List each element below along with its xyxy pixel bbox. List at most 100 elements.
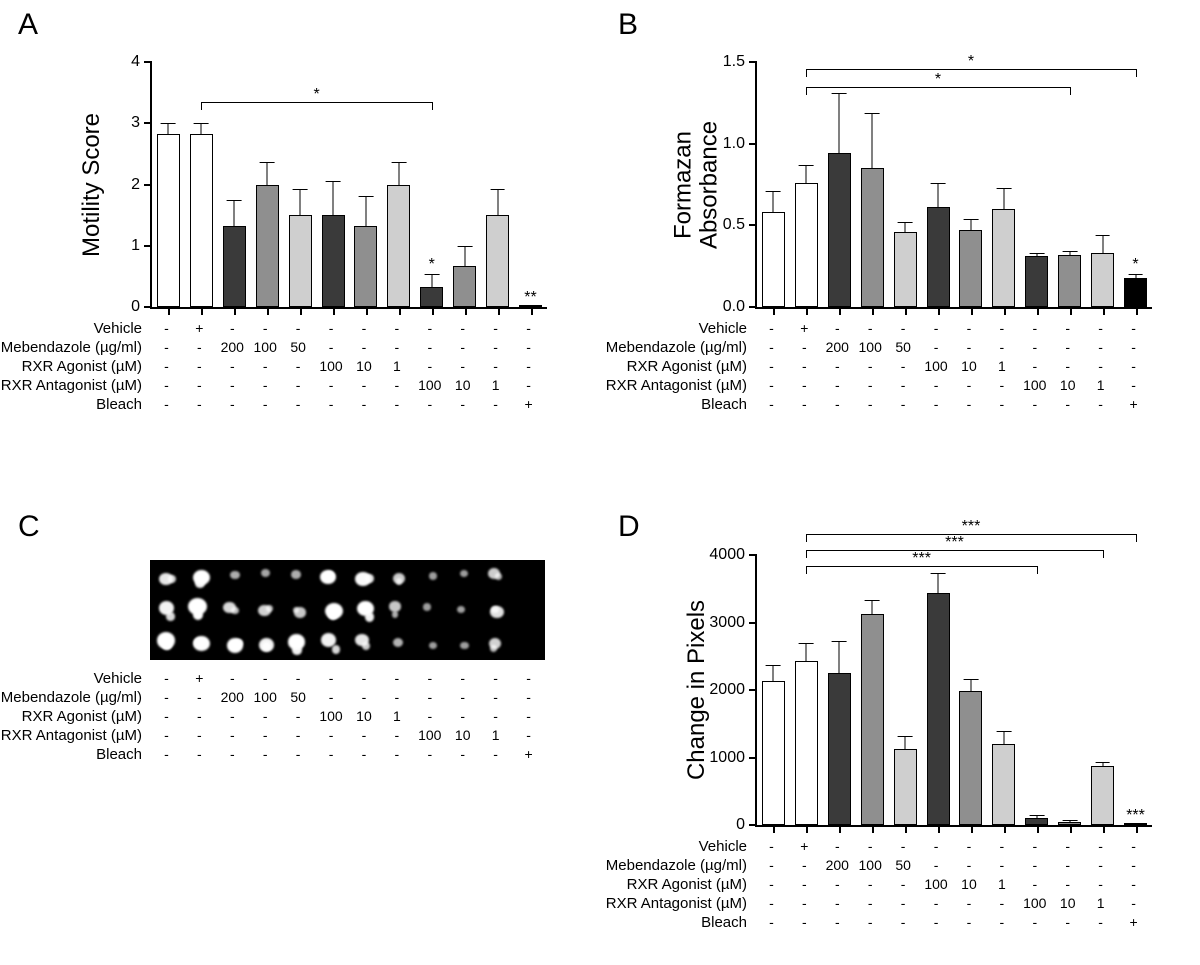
condition-row: Bleach-----------+ — [150, 746, 545, 764]
condition-cell: - — [164, 377, 169, 393]
condition-row: Vehicle-+---------- — [150, 320, 545, 338]
blot-spot — [332, 645, 340, 653]
condition-table: Vehicle-+----------Mebendazole (µg/ml)--… — [755, 320, 1150, 415]
condition-cell: - — [901, 377, 906, 393]
condition-cell: - — [1000, 895, 1005, 911]
condition-cell: - — [934, 377, 939, 393]
bars-A — [152, 62, 547, 307]
condition-cell: - — [934, 914, 939, 930]
error-cap — [996, 188, 1011, 189]
condition-row-label: Mebendazole (µg/ml) — [606, 339, 755, 356]
condition-cell: - — [802, 377, 807, 393]
condition-cell: - — [460, 689, 465, 705]
condition-cell: - — [329, 689, 334, 705]
condition-cell: 50 — [290, 339, 306, 355]
condition-cell: - — [296, 670, 301, 686]
condition-cell: - — [934, 339, 939, 355]
condition-cell: - — [901, 320, 906, 336]
bar — [992, 209, 1015, 307]
condition-cell: - — [493, 320, 498, 336]
condition-cell: - — [526, 377, 531, 393]
condition-cell: - — [296, 396, 301, 412]
condition-cell: - — [1000, 377, 1005, 393]
blot-spot — [230, 571, 240, 580]
bar — [322, 215, 345, 307]
condition-row-label: Bleach — [96, 746, 150, 763]
condition-cell: 1 — [1097, 895, 1105, 911]
error-cap — [1128, 274, 1143, 275]
condition-row: Mebendazole (µg/ml)--20010050------- — [755, 339, 1150, 357]
condition-cell: - — [460, 396, 465, 412]
error-cap — [898, 222, 913, 223]
condition-cell: - — [1065, 358, 1070, 374]
error-cap — [194, 123, 209, 124]
bar — [762, 212, 785, 307]
sig-star: *** — [945, 534, 964, 552]
condition-cell: - — [1131, 377, 1136, 393]
error-bar — [234, 200, 235, 226]
condition-cell: - — [164, 708, 169, 724]
condition-row-label: Mebendazole (µg/ml) — [1, 339, 150, 356]
error-bar — [773, 191, 774, 212]
x-tick — [872, 825, 874, 833]
error-cap — [293, 189, 308, 190]
bar — [894, 232, 917, 307]
x-tick — [1037, 307, 1039, 315]
condition-row-label: Vehicle — [94, 670, 150, 687]
error-bar — [168, 123, 169, 133]
condition-cell: - — [263, 320, 268, 336]
condition-cell: - — [1032, 914, 1037, 930]
condition-cell: - — [197, 708, 202, 724]
condition-cell: - — [1131, 838, 1136, 854]
condition-cell: - — [230, 358, 235, 374]
y-tick-label: 2 — [131, 176, 152, 194]
panel-label-B: B — [618, 8, 638, 42]
error-bar — [1003, 188, 1004, 209]
condition-cell: - — [362, 396, 367, 412]
y-tick-label: 2000 — [709, 681, 757, 699]
condition-cell: 10 — [356, 708, 372, 724]
condition-cell: - — [493, 670, 498, 686]
condition-row: Bleach-----------+ — [150, 396, 545, 414]
condition-cell: - — [1098, 857, 1103, 873]
error-bar — [431, 274, 432, 287]
condition-cell: 200 — [221, 689, 244, 705]
error-cap — [799, 165, 814, 166]
condition-cell: - — [526, 320, 531, 336]
condition-cell: - — [835, 358, 840, 374]
y-tick-label: 1000 — [709, 749, 757, 767]
condition-cell: - — [493, 708, 498, 724]
condition-row: Vehicle-+---------- — [150, 670, 545, 688]
condition-cell: - — [835, 377, 840, 393]
error-bar — [1102, 235, 1103, 253]
bar — [486, 215, 509, 307]
condition-cell: - — [901, 876, 906, 892]
x-tick — [1103, 825, 1105, 833]
condition-row: RXR Agonist (µM)-----100101---- — [755, 876, 1150, 894]
blot-spot — [460, 570, 468, 578]
condition-cell: - — [197, 377, 202, 393]
blot-spot — [490, 645, 497, 652]
condition-cell: + — [195, 670, 203, 686]
error-bar — [806, 165, 807, 183]
condition-cell: 200 — [826, 339, 849, 355]
condition-cell: 10 — [356, 358, 372, 374]
x-tick — [1037, 825, 1039, 833]
condition-cell: - — [1065, 914, 1070, 930]
condition-row: Bleach-----------+ — [755, 914, 1150, 932]
x-tick — [1136, 825, 1138, 833]
condition-cell: 200 — [826, 857, 849, 873]
condition-row-label: Bleach — [701, 396, 755, 413]
condition-cell: - — [1131, 857, 1136, 873]
condition-cell: - — [329, 396, 334, 412]
blot-spot — [166, 612, 174, 620]
condition-cell: + — [800, 320, 808, 336]
blot-spot — [365, 574, 374, 583]
condition-row-label: Vehicle — [699, 320, 755, 337]
condition-cell: - — [901, 358, 906, 374]
condition-cell: - — [427, 320, 432, 336]
condition-cell: - — [802, 396, 807, 412]
condition-cell: - — [460, 670, 465, 686]
condition-cell: - — [835, 396, 840, 412]
condition-cell: - — [526, 708, 531, 724]
